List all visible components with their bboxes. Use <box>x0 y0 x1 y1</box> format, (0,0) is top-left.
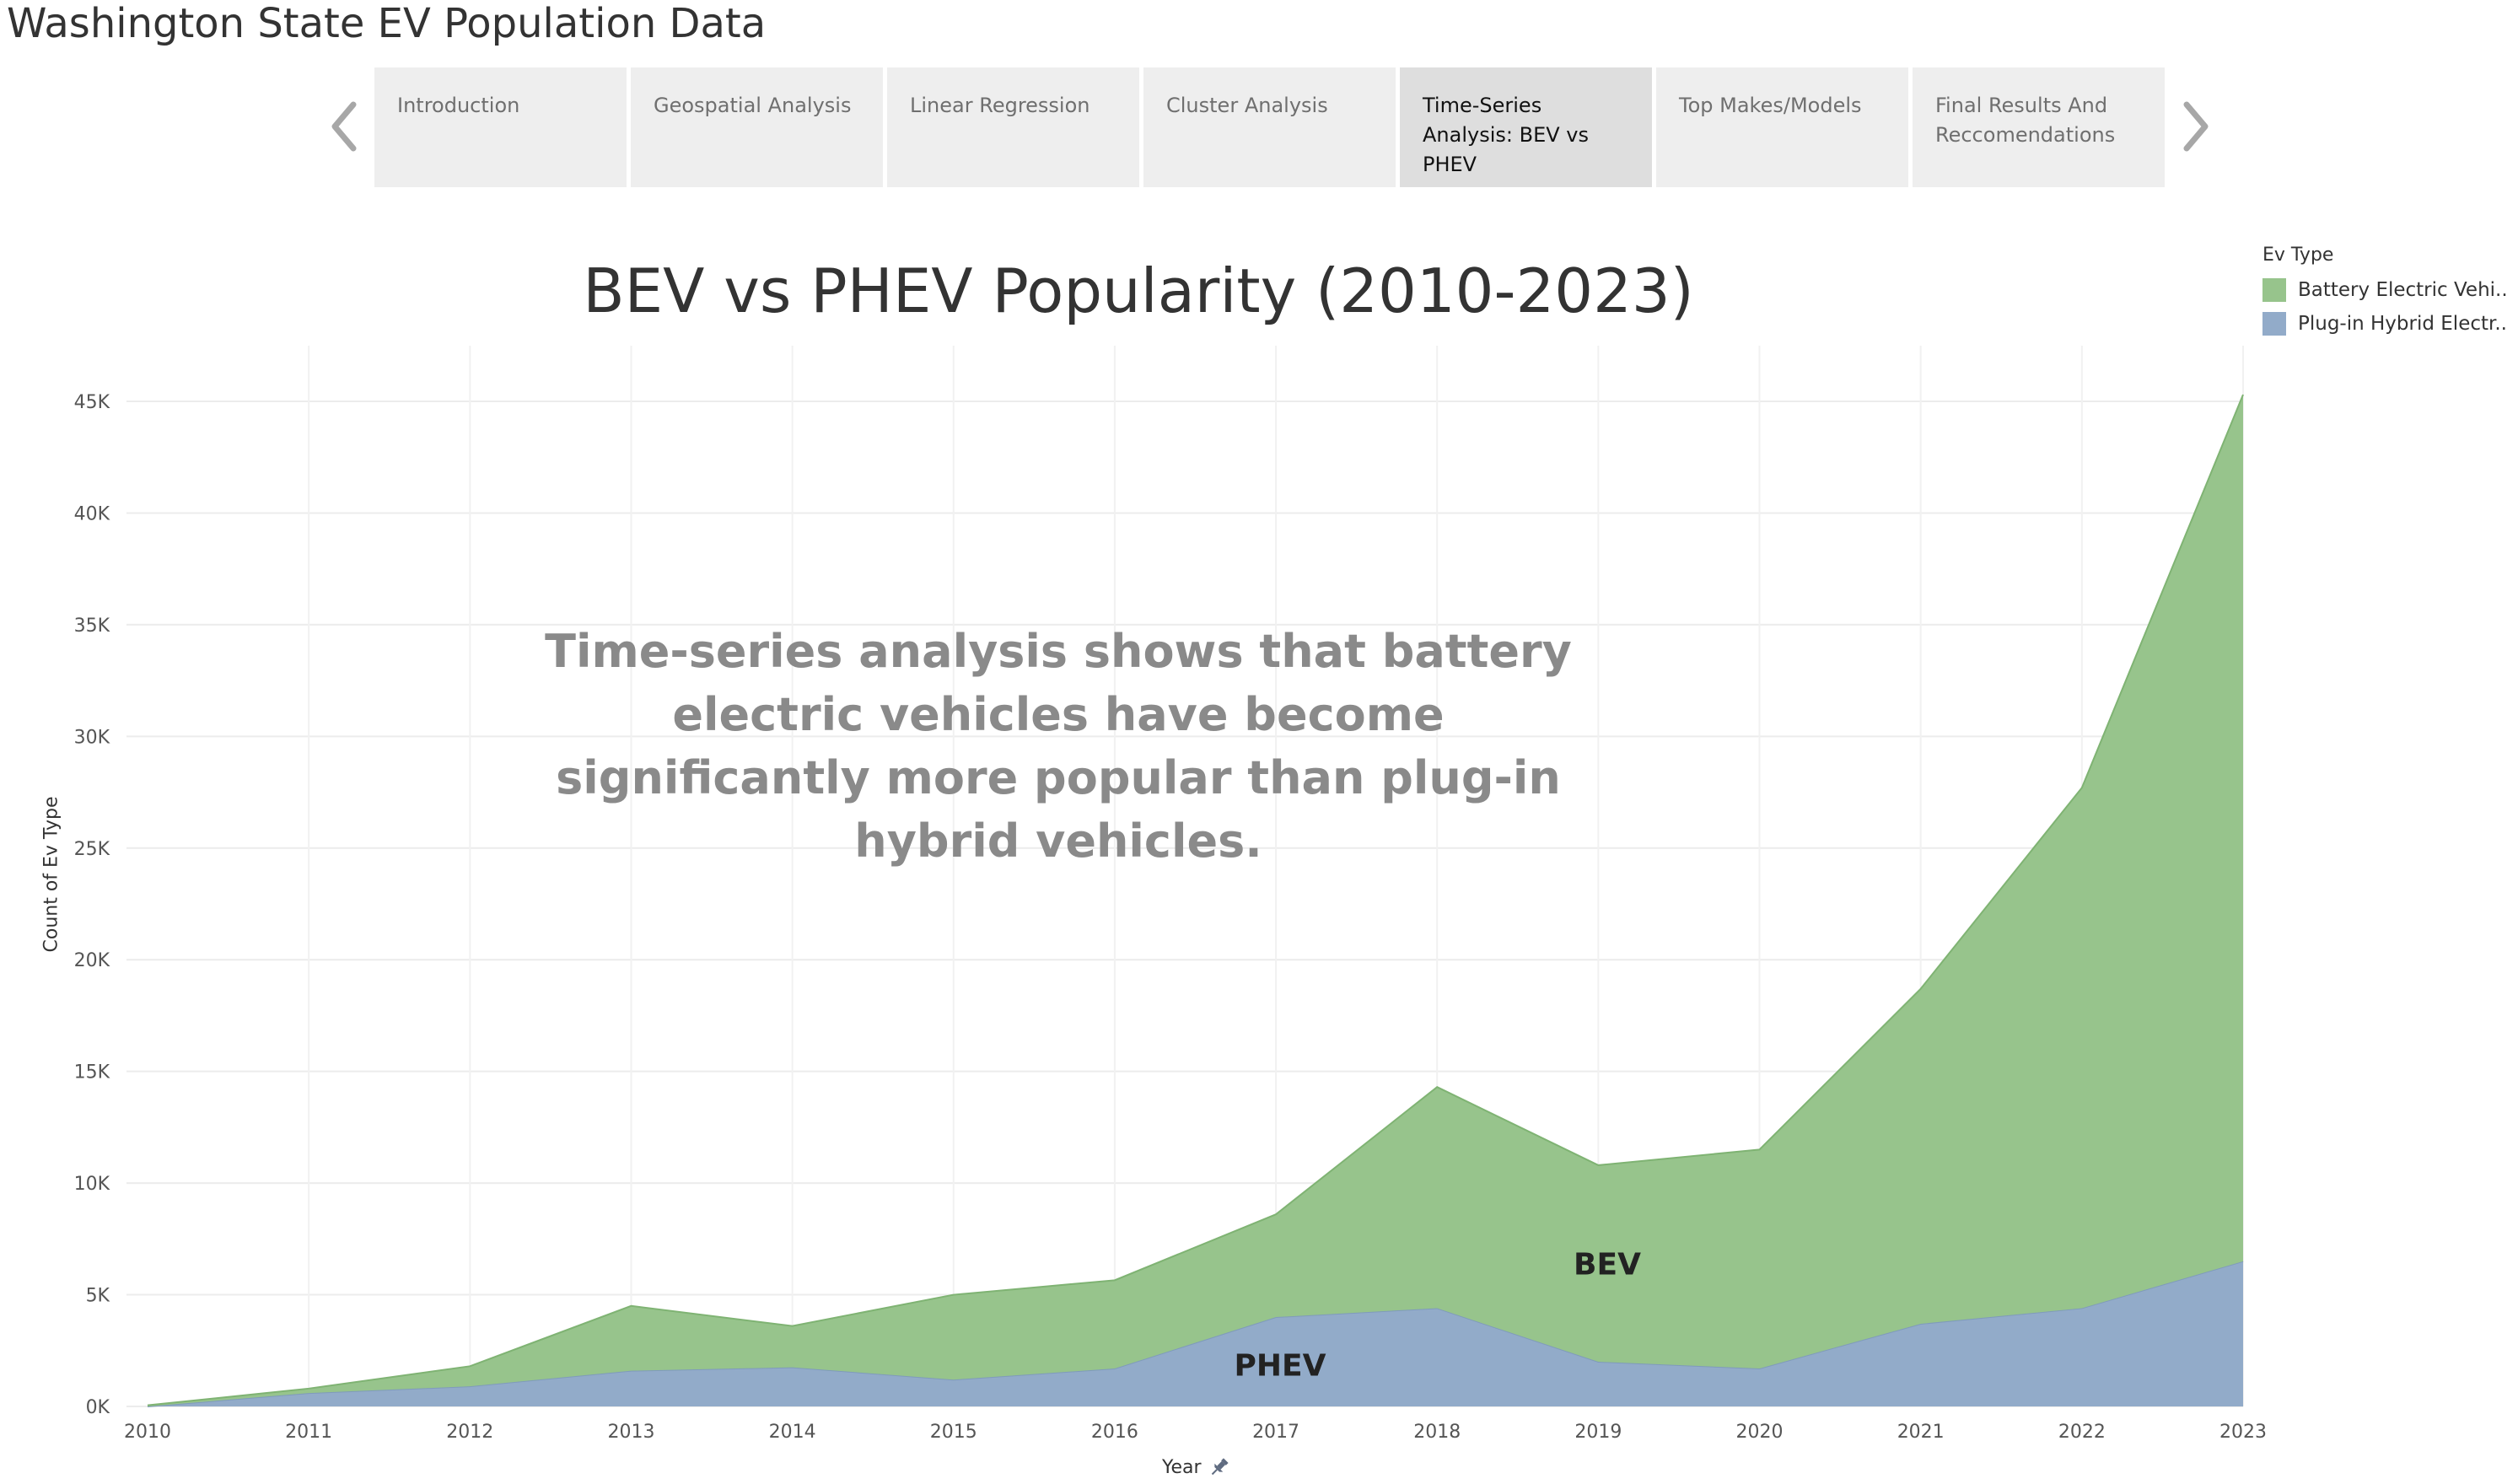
legend-title: Ev Type <box>2262 245 2334 266</box>
x-tick-label: 2017 <box>1252 1422 1299 1443</box>
x-axis-title: Year <box>1162 1456 1230 1478</box>
tab-time-series-analysis[interactable]: Time-Series Analysis: BEV vs PHEV <box>1400 67 1652 187</box>
tab-label: Cluster Analysis <box>1166 94 1328 117</box>
tab-label: Introduction <box>397 94 520 117</box>
chevron-left-icon[interactable] <box>325 93 367 160</box>
y-tick-label: 40K <box>74 503 110 524</box>
y-tick-label: 45K <box>74 392 110 413</box>
area-series-line-1 <box>147 394 2244 1406</box>
chevron-right-icon[interactable] <box>2173 93 2215 160</box>
x-tick-label: 2021 <box>1897 1422 1945 1443</box>
legend: Ev Type Battery Electric Vehi.. Plug-in … <box>2262 243 2518 341</box>
x-tick-label: 2022 <box>2058 1422 2106 1443</box>
tab-label: Top Makes/Models <box>1679 94 1862 117</box>
tab-label: Final Results And Reccomendations <box>1935 94 2116 147</box>
tab-label: Geospatial Analysis <box>654 94 852 117</box>
y-axis-label: Count of Ev Type <box>40 796 62 953</box>
legend-item-bev[interactable]: Battery Electric Vehi.. <box>2262 273 2518 307</box>
x-tick-label: 2020 <box>1736 1422 1784 1443</box>
x-tick-label: 2019 <box>1574 1422 1622 1443</box>
x-tick-label: 2018 <box>1413 1422 1461 1443</box>
x-tick-label: 2023 <box>2219 1422 2267 1443</box>
y-tick-label: 15K <box>74 1062 110 1083</box>
legend-label-bev: Battery Electric Vehi.. <box>2298 279 2508 301</box>
tab-label: Linear Regression <box>910 94 1090 117</box>
y-tick-label: 0K <box>86 1397 110 1418</box>
annotation-text: Time-series analysis shows that battery … <box>545 625 1572 868</box>
tab-linear-regression[interactable]: Linear Regression <box>887 67 1139 187</box>
area-label-phev: PHEV <box>1234 1348 1326 1384</box>
y-tick-label: 30K <box>74 727 110 748</box>
tab-cluster-analysis[interactable]: Cluster Analysis <box>1143 67 1396 187</box>
y-tick-label: 35K <box>74 616 110 637</box>
story-tabs: Introduction Geospatial Analysis Linear … <box>374 67 2165 187</box>
y-tick-label: 20K <box>74 950 110 971</box>
y-tick-label: 5K <box>86 1286 110 1307</box>
app-title: Washington State EV Population Data <box>7 0 767 47</box>
x-tick-label: 2013 <box>607 1422 654 1443</box>
legend-swatch-bev <box>2262 278 2286 302</box>
chart-title: BEV vs PHEV Popularity (2010-2023) <box>583 255 1694 326</box>
x-tick-label: 2014 <box>769 1422 816 1443</box>
x-axis-label: Year <box>1162 1456 1202 1478</box>
tab-top-makes-models[interactable]: Top Makes/Models <box>1656 67 1908 187</box>
legend-swatch-phev <box>2262 312 2286 336</box>
x-tick-label: 2012 <box>446 1422 493 1443</box>
area-series-1 <box>148 395 2243 1406</box>
x-tick-label: 2011 <box>285 1422 332 1443</box>
area-label-bev: BEV <box>1574 1247 1641 1282</box>
tab-introduction[interactable]: Introduction <box>374 67 627 187</box>
legend-label-phev: Plug-in Hybrid Electr.. <box>2298 313 2507 335</box>
tab-final-results[interactable]: Final Results And Reccomendations <box>1913 67 2165 187</box>
tab-label: Time-Series Analysis: BEV vs PHEV <box>1423 94 1589 176</box>
x-tick-label: 2016 <box>1091 1422 1138 1443</box>
x-tick-label: 2015 <box>930 1422 977 1443</box>
x-tick-label: 2010 <box>124 1422 171 1443</box>
y-tick-label: 25K <box>74 839 110 860</box>
y-tick-label: 10K <box>74 1174 110 1195</box>
pin-icon[interactable] <box>1208 1456 1230 1478</box>
tab-geospatial-analysis[interactable]: Geospatial Analysis <box>631 67 883 187</box>
legend-item-phev[interactable]: Plug-in Hybrid Electr.. <box>2262 307 2518 341</box>
